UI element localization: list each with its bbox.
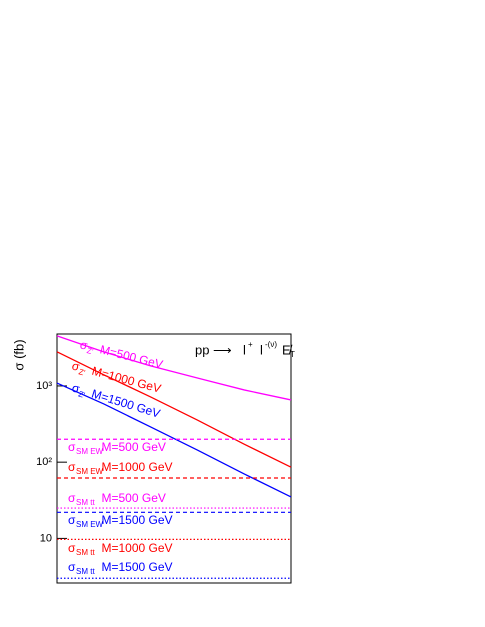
process-metsub: T bbox=[290, 350, 295, 359]
series-line bbox=[56, 382, 292, 498]
label-name: M=1000 GeV bbox=[102, 460, 173, 474]
label-sigma: σ bbox=[68, 460, 76, 474]
label-sigma: σ bbox=[68, 541, 76, 555]
label-sigma: σ bbox=[70, 358, 81, 374]
label-sigma: σ bbox=[68, 491, 76, 505]
process-l1: l bbox=[243, 342, 246, 357]
label-subscript: SM tt bbox=[76, 567, 95, 576]
label-subscript: Z' bbox=[78, 367, 87, 377]
label-name: M=500 GeV bbox=[102, 440, 166, 454]
label-sigma: σ bbox=[68, 513, 76, 527]
label-name: M=1500 GeV bbox=[102, 560, 173, 574]
y-tick-label: 10² bbox=[36, 456, 52, 468]
label-name: M=1500 GeV bbox=[102, 513, 173, 527]
label-sigma: σ bbox=[68, 560, 76, 574]
plot-frame bbox=[56, 333, 292, 584]
series-line bbox=[56, 351, 292, 468]
series-line bbox=[56, 335, 292, 401]
label-subscript: Z' bbox=[86, 346, 95, 356]
series-label: σ SM tt M=500 GeV bbox=[68, 491, 166, 507]
label-sigma: σ bbox=[70, 381, 82, 397]
series-label: σ SM EWM=1000 GeV bbox=[68, 460, 173, 476]
series-label: σ SM tt M=1500 GeV bbox=[68, 560, 173, 576]
process-initial: pp bbox=[195, 342, 209, 357]
label-sigma: σ bbox=[79, 337, 90, 353]
label-name: M=500 GeV bbox=[102, 491, 166, 505]
process-l1sup: + bbox=[248, 340, 253, 349]
series-label: σ SM EWM=500 GeV bbox=[68, 440, 166, 456]
label-name: M=1000 GeV bbox=[102, 541, 173, 555]
process-arrow: ⟶ bbox=[213, 342, 232, 357]
series-label: σ SM EWM=1500 GeV bbox=[68, 513, 173, 529]
process-l2sup: -(ν) bbox=[265, 340, 277, 349]
label-subscript: Z' bbox=[77, 389, 86, 400]
process-l2: l bbox=[260, 342, 263, 357]
label-subscript: SM tt bbox=[76, 548, 95, 557]
series-label: σ SM tt M=1000 GeV bbox=[68, 541, 173, 557]
label-sigma: σ bbox=[68, 440, 76, 454]
label-subscript: SM EW bbox=[76, 447, 104, 456]
label-subscript: SM EW bbox=[76, 520, 104, 529]
y-axis-label: σ (fb) bbox=[11, 339, 26, 370]
process-met: E̸ bbox=[282, 342, 293, 357]
process-label: pp ⟶ l + l -(ν) E̸ T bbox=[195, 340, 295, 359]
y-tick-label: 10 bbox=[40, 532, 52, 544]
label-subscript: SM EW bbox=[76, 467, 104, 476]
label-subscript: SM tt bbox=[76, 498, 95, 507]
y-tick-label: 10³ bbox=[36, 380, 52, 392]
